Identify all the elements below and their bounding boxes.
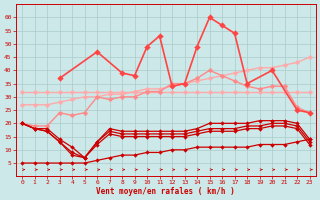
X-axis label: Vent moyen/en rafales ( km/h ): Vent moyen/en rafales ( km/h ) [96, 187, 235, 196]
